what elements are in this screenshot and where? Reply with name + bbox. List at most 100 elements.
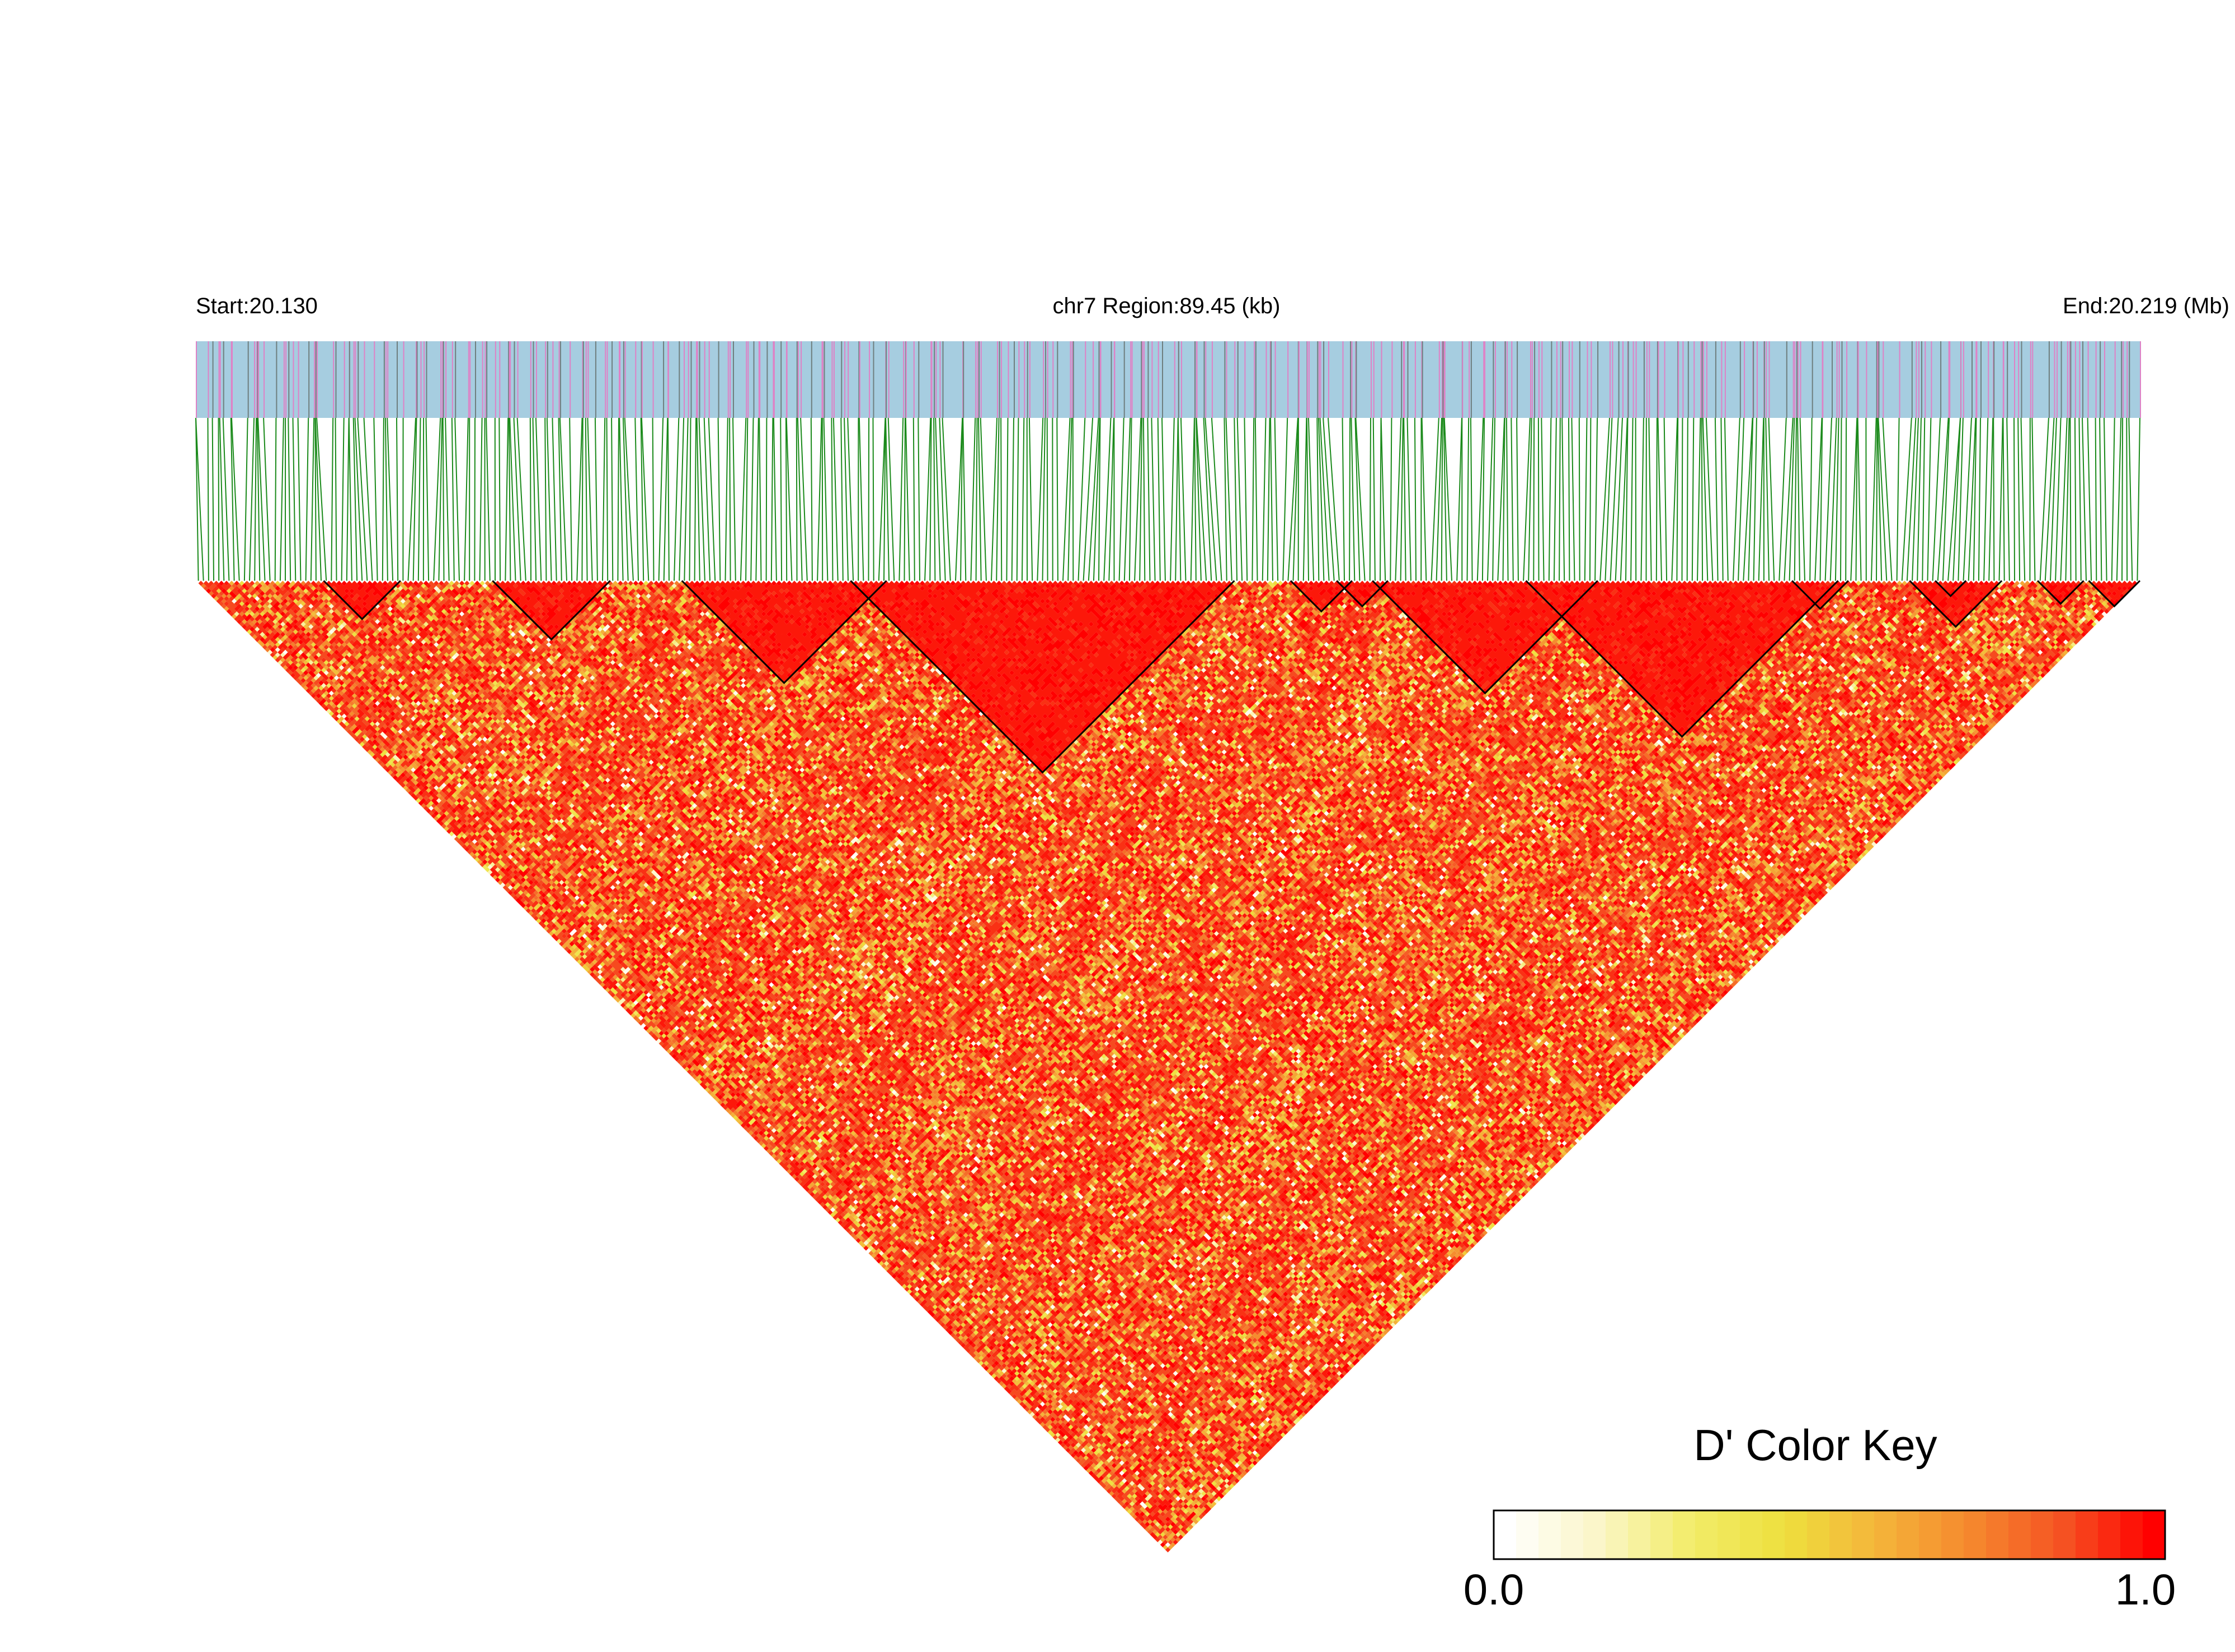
snp-tick (1622, 341, 1624, 418)
snp-tick (1916, 341, 1917, 418)
snp-connector (684, 417, 689, 581)
snp-tick (1724, 341, 1726, 418)
snp-tick (2014, 341, 2015, 418)
haplotype-block-outline (681, 580, 887, 684)
snp-connector (373, 417, 378, 581)
haplotype-block-outline (1336, 580, 1389, 608)
snp-tick (484, 341, 486, 418)
color-key-max-label: 1.0 (2115, 1565, 2176, 1614)
snp-tick (1534, 341, 1536, 418)
snp-tick (587, 341, 589, 418)
snp-connector (486, 417, 491, 581)
color-key-segment (1606, 1510, 1629, 1559)
snp-tick (1921, 341, 1922, 418)
snp-connector (1528, 417, 1532, 581)
snp-tick (1918, 341, 1919, 418)
snp-connector (195, 417, 204, 581)
snp-connector (1523, 417, 1531, 581)
color-key-segment (1964, 1510, 1987, 1559)
snp-connector (230, 417, 235, 581)
snp-connector (305, 417, 309, 581)
snp-tick (2114, 341, 2116, 418)
snp-tick (1597, 341, 1599, 418)
snp-connector (980, 417, 987, 581)
color-key-segment (1718, 1510, 1740, 1559)
snp-connector (346, 417, 350, 581)
snp-connector (667, 417, 670, 581)
snp-tick (1342, 341, 1344, 418)
snp-tick (2018, 341, 2020, 418)
snp-connector (1194, 417, 1197, 581)
snp-connector (1088, 417, 1099, 581)
snp-tick (1438, 341, 1440, 418)
snp-connector-lines (195, 417, 2140, 581)
snp-connector (729, 417, 731, 581)
snp-tick (298, 341, 299, 418)
snp-connector (445, 417, 450, 581)
snp-connector (698, 417, 705, 581)
snp-connector (279, 417, 284, 581)
snp-tick (1008, 341, 1009, 418)
snp-tick (308, 341, 310, 418)
snp-tick (1766, 341, 1767, 418)
snp-tick (1794, 341, 1796, 418)
snp-tick (1756, 341, 1758, 418)
snp-connector (1784, 417, 1794, 581)
snp-tick (335, 341, 337, 418)
snp-connector (1932, 417, 1941, 581)
color-key-segment (1516, 1510, 1539, 1559)
snp-tick (1591, 341, 1592, 418)
snp-connector (1983, 417, 1989, 581)
snp-tick (975, 341, 977, 418)
snp-tick (1203, 341, 1205, 418)
snp-connector (1814, 417, 1823, 581)
snp-tick (582, 341, 584, 418)
snp-connector (1456, 417, 1462, 581)
color-key-segment (1494, 1510, 1517, 1559)
snp-tick (1085, 341, 1086, 418)
snp-tick (605, 341, 606, 418)
snp-tick (1643, 341, 1645, 418)
snp-connector (1067, 417, 1072, 581)
snp-connector (1578, 417, 1580, 581)
color-key-title: D' Color Key (1693, 1420, 1937, 1470)
snp-connector (256, 417, 261, 581)
snp-tick (1798, 341, 1799, 418)
snp-connector (2060, 417, 2068, 581)
snp-connector (1876, 417, 1878, 581)
snp-tick (1147, 341, 1149, 418)
snp-tick (1569, 341, 1570, 418)
snp-tick (766, 341, 768, 418)
snp-connector (1516, 417, 1519, 581)
snp-connector (1046, 417, 1048, 581)
snp-tick (1093, 341, 1094, 418)
snp-connector (844, 417, 849, 581)
snp-tick (1822, 341, 1824, 418)
snp-connector (558, 417, 562, 581)
snp-connector (1262, 417, 1267, 581)
snp-connector (384, 417, 388, 581)
snp-tick (2030, 341, 2031, 418)
snp-tick (232, 341, 233, 418)
snp-tick (1504, 341, 1506, 418)
snp-tick (1911, 341, 1913, 418)
snp-tick (753, 341, 755, 418)
snp-connector (1663, 417, 1668, 581)
snp-tick (2069, 341, 2071, 418)
snp-tick (1530, 341, 1531, 418)
snp-tick (1244, 341, 1246, 418)
snp-tick (1506, 341, 1508, 418)
snp-tick (533, 341, 534, 418)
snp-tick (1271, 341, 1272, 418)
snp-tick (486, 341, 488, 418)
snp-connector (641, 417, 650, 581)
ld-heatmap (198, 581, 2138, 1552)
snp-connector (417, 417, 421, 581)
snp-connector (1254, 417, 1258, 581)
snp-tick (1627, 341, 1629, 418)
snp-tick (811, 341, 812, 418)
snp-connector (708, 417, 716, 581)
snp-connector (1857, 417, 1862, 581)
color-key-segment (1740, 1510, 1763, 1559)
snp-tick (667, 341, 669, 418)
